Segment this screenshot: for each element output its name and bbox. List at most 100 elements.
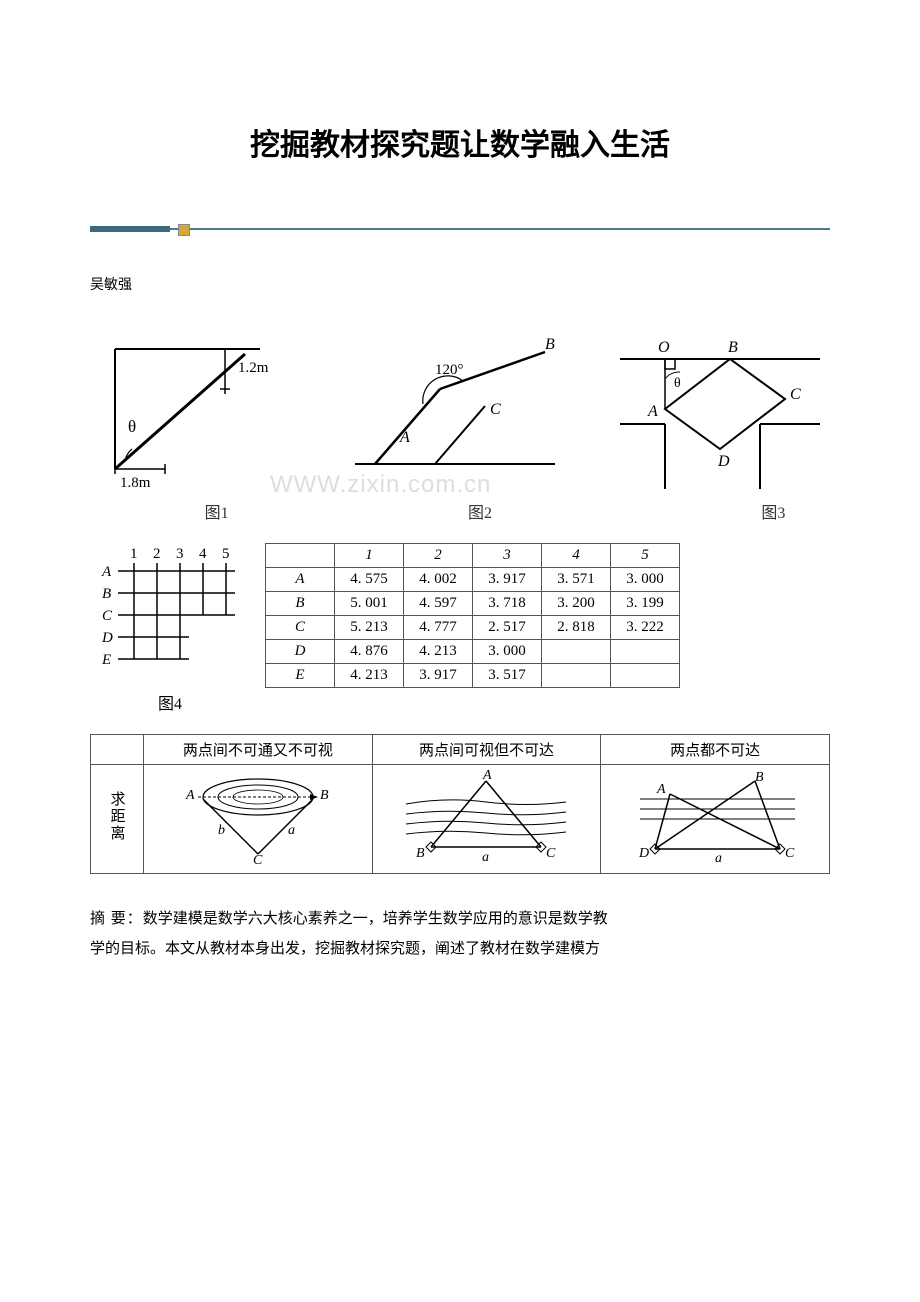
row-head: D	[266, 640, 335, 664]
dist-blank-head	[91, 735, 144, 765]
table-row: A 4. 575 4. 002 3. 917 3. 571 3. 000	[266, 568, 680, 592]
fig4-rowA: A	[101, 564, 112, 580]
cell: 3. 517	[473, 664, 542, 688]
dist-col3: 两点都不可达	[601, 735, 830, 765]
d1-b: B	[320, 788, 329, 803]
data-table: 1 2 3 4 5 A 4. 575 4. 002 3. 917 3. 571 …	[265, 543, 680, 688]
table-header-blank	[266, 544, 335, 568]
dist-cell-2: A B C a	[372, 765, 601, 874]
row-head: C	[266, 616, 335, 640]
figures-row-2: 1 2 3 4 5 A B C D E	[90, 543, 830, 714]
divider-dot-icon	[178, 224, 190, 236]
fig1-caption: 图1	[205, 499, 229, 523]
figure-captions-row: WWW.zixin.com.cn 图1 图2 图3	[90, 499, 830, 523]
cell: 3. 917	[473, 568, 542, 592]
divider-thick	[90, 226, 170, 232]
section-divider	[90, 224, 830, 234]
abstract-body-1: 数学建模是数学六大核心素养之一，培养学生数学应用的意识是数学教	[143, 911, 608, 927]
fig3-a: A	[647, 403, 658, 420]
table-header-5: 5	[611, 544, 680, 568]
fig3-b: B	[728, 339, 738, 356]
fig4-col4: 4	[199, 546, 207, 562]
cell: 5. 213	[335, 616, 404, 640]
dist-diagram-3: A B C D a	[615, 769, 815, 864]
cell: 4. 213	[404, 640, 473, 664]
d2-a: A	[482, 769, 492, 783]
cell	[542, 640, 611, 664]
fig1-bottom-label: 1.8m	[120, 475, 151, 491]
fig1-angle-label: θ	[128, 417, 136, 436]
table-header-4: 4	[542, 544, 611, 568]
dist-diagram-1: A B C b a	[158, 769, 358, 864]
row-head: E	[266, 664, 335, 688]
d3-d: D	[638, 846, 649, 861]
cell: 3. 917	[404, 664, 473, 688]
d3-a: A	[656, 782, 666, 797]
fig1-top-label: 1.2m	[238, 360, 269, 376]
fig3-c: C	[790, 386, 801, 403]
row-head: A	[266, 568, 335, 592]
d3-b: B	[755, 770, 764, 785]
divider-line	[90, 228, 830, 230]
d2-b: B	[416, 846, 425, 861]
d3-c: C	[785, 846, 795, 861]
dist-cell-1: A B C b a	[144, 765, 373, 874]
fig4-col1: 1	[130, 546, 138, 562]
fig4-rowB: B	[102, 586, 111, 602]
dist-header-row: 两点间不可通又不可视 两点间可视但不可达 两点都不可达	[91, 735, 830, 765]
dist-cell-3: A B C D a	[601, 765, 830, 874]
cell: 5. 001	[335, 592, 404, 616]
fig2-c: C	[490, 401, 501, 418]
cell: 3. 199	[611, 592, 680, 616]
figure-4-wrap: 1 2 3 4 5 A B C D E	[90, 543, 250, 714]
page-title: 挖掘教材探究题让数学融入生活	[90, 120, 830, 164]
d1-sa: a	[288, 823, 295, 838]
figures-row-1: 1.2m θ 1.8m 120° A B C	[90, 324, 830, 494]
fig4-col2: 2	[153, 546, 161, 562]
fig4-col3: 3	[176, 546, 184, 562]
fig4-caption: 图4	[90, 690, 250, 714]
fig4-rowE: E	[101, 652, 111, 668]
fig2-angle: 120°	[435, 362, 464, 378]
cell: 3. 571	[542, 568, 611, 592]
fig4-rowD: D	[101, 630, 113, 646]
fig3-o: O	[658, 339, 670, 356]
d1-a: A	[185, 788, 195, 803]
fig4-rowC: C	[102, 608, 113, 624]
cell: 3. 718	[473, 592, 542, 616]
cell: 4. 575	[335, 568, 404, 592]
d2-sa: a	[482, 850, 489, 864]
fig4-col5: 5	[222, 546, 230, 562]
figure-1: 1.2m θ 1.8m	[90, 334, 300, 494]
dist-col2: 两点间可视但不可达	[372, 735, 601, 765]
cell: 4. 213	[335, 664, 404, 688]
abstract-body-2: 学的目标。本文从教材本身出发，挖掘教材探究题，阐述了教材在数学建模方	[90, 941, 600, 957]
table-row: D 4. 876 4. 213 3. 000	[266, 640, 680, 664]
cell: 2. 818	[542, 616, 611, 640]
author-name: 吴敏强	[90, 274, 830, 294]
d1-sb: b	[218, 823, 225, 838]
cell: 4. 777	[404, 616, 473, 640]
table-row: C 5. 213 4. 777 2. 517 2. 818 3. 222	[266, 616, 680, 640]
cell	[611, 640, 680, 664]
cell: 4. 597	[404, 592, 473, 616]
cell	[611, 664, 680, 688]
table-row: B 5. 001 4. 597 3. 718 3. 200 3. 199	[266, 592, 680, 616]
cell: 3. 000	[611, 568, 680, 592]
table-header-1: 1	[335, 544, 404, 568]
row-head: B	[266, 592, 335, 616]
cell: 4. 002	[404, 568, 473, 592]
fig2-b: B	[545, 336, 555, 353]
d1-c: C	[253, 853, 263, 864]
table-header-row: 1 2 3 4 5	[266, 544, 680, 568]
dist-rowhead: 求距离	[91, 765, 144, 874]
fig3-d: D	[717, 453, 730, 470]
abstract-lead: 摘 要：	[90, 911, 143, 927]
cell: 4. 876	[335, 640, 404, 664]
cell: 3. 200	[542, 592, 611, 616]
figure-3: O B C A D θ	[610, 324, 830, 494]
cell: 2. 517	[473, 616, 542, 640]
fig3-caption: 图3	[761, 499, 785, 523]
table-header-2: 2	[404, 544, 473, 568]
fig3-theta: θ	[674, 376, 681, 391]
